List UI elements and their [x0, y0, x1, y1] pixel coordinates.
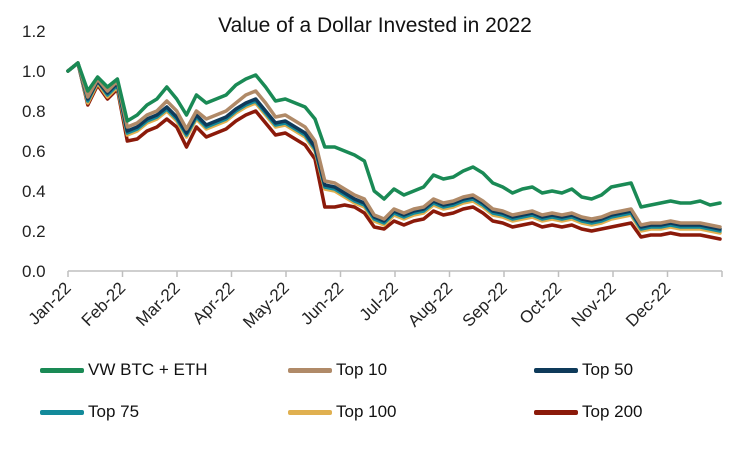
y-tick-label: 0.8 [22, 102, 46, 121]
x-tick-label: Oct-22 [516, 278, 566, 328]
legend-label: Top 75 [88, 402, 140, 421]
x-tick-label: Jul-22 [356, 278, 402, 324]
legend-item: Top 100 [288, 400, 397, 424]
x-tick-label: Jun-22 [297, 278, 347, 328]
x-tick-label: Sep-22 [459, 278, 511, 330]
y-tick-label: 0.0 [22, 262, 46, 281]
legend-label: Top 100 [336, 402, 397, 421]
series-line-top-10 [66, 61, 722, 229]
legend-swatch [40, 367, 84, 373]
legend-item: Top 200 [534, 400, 643, 424]
legend-swatch [288, 409, 332, 415]
legend-swatch [40, 409, 84, 415]
x-tick-label: Nov-22 [568, 278, 620, 330]
legend: VW BTC + ETH Top 10 Top 50 Top 75 Top 100 Top… [40, 358, 740, 438]
series-line-top-200 [66, 61, 722, 241]
y-tick-label: 1.0 [22, 62, 46, 81]
legend-swatch [534, 367, 578, 373]
legend-label: VW BTC + ETH [88, 360, 208, 379]
x-tick-label: Mar-22 [132, 278, 184, 330]
legend-label: Top 50 [582, 360, 634, 379]
y-tick-label: 0.4 [22, 182, 46, 201]
x-tick-label: Apr-22 [189, 278, 239, 328]
x-tick-label: Jan-22 [25, 278, 75, 328]
legend-swatch [288, 367, 332, 373]
x-tick-label: Dec-22 [622, 278, 674, 330]
legend-label: Top 10 [336, 360, 388, 379]
x-tick-label: Feb-22 [78, 278, 130, 330]
x-tick-label: May-22 [239, 278, 293, 332]
legend-label: Top 200 [582, 402, 643, 421]
legend-item: VW BTC + ETH [40, 358, 207, 382]
legend-swatch [534, 409, 578, 415]
y-tick-label: 0.6 [22, 142, 46, 161]
y-tick-label: 0.2 [22, 222, 46, 241]
y-tick-label: 1.2 [22, 22, 46, 41]
legend-item: Top 10 [288, 358, 387, 382]
chart-title: Value of a Dollar Invested in 2022 [218, 14, 532, 37]
series-line-vw-btc-eth [66, 61, 722, 209]
x-tick-label: Aug-22 [404, 278, 456, 330]
legend-item: Top 75 [40, 400, 139, 424]
legend-item: Top 50 [534, 358, 633, 382]
